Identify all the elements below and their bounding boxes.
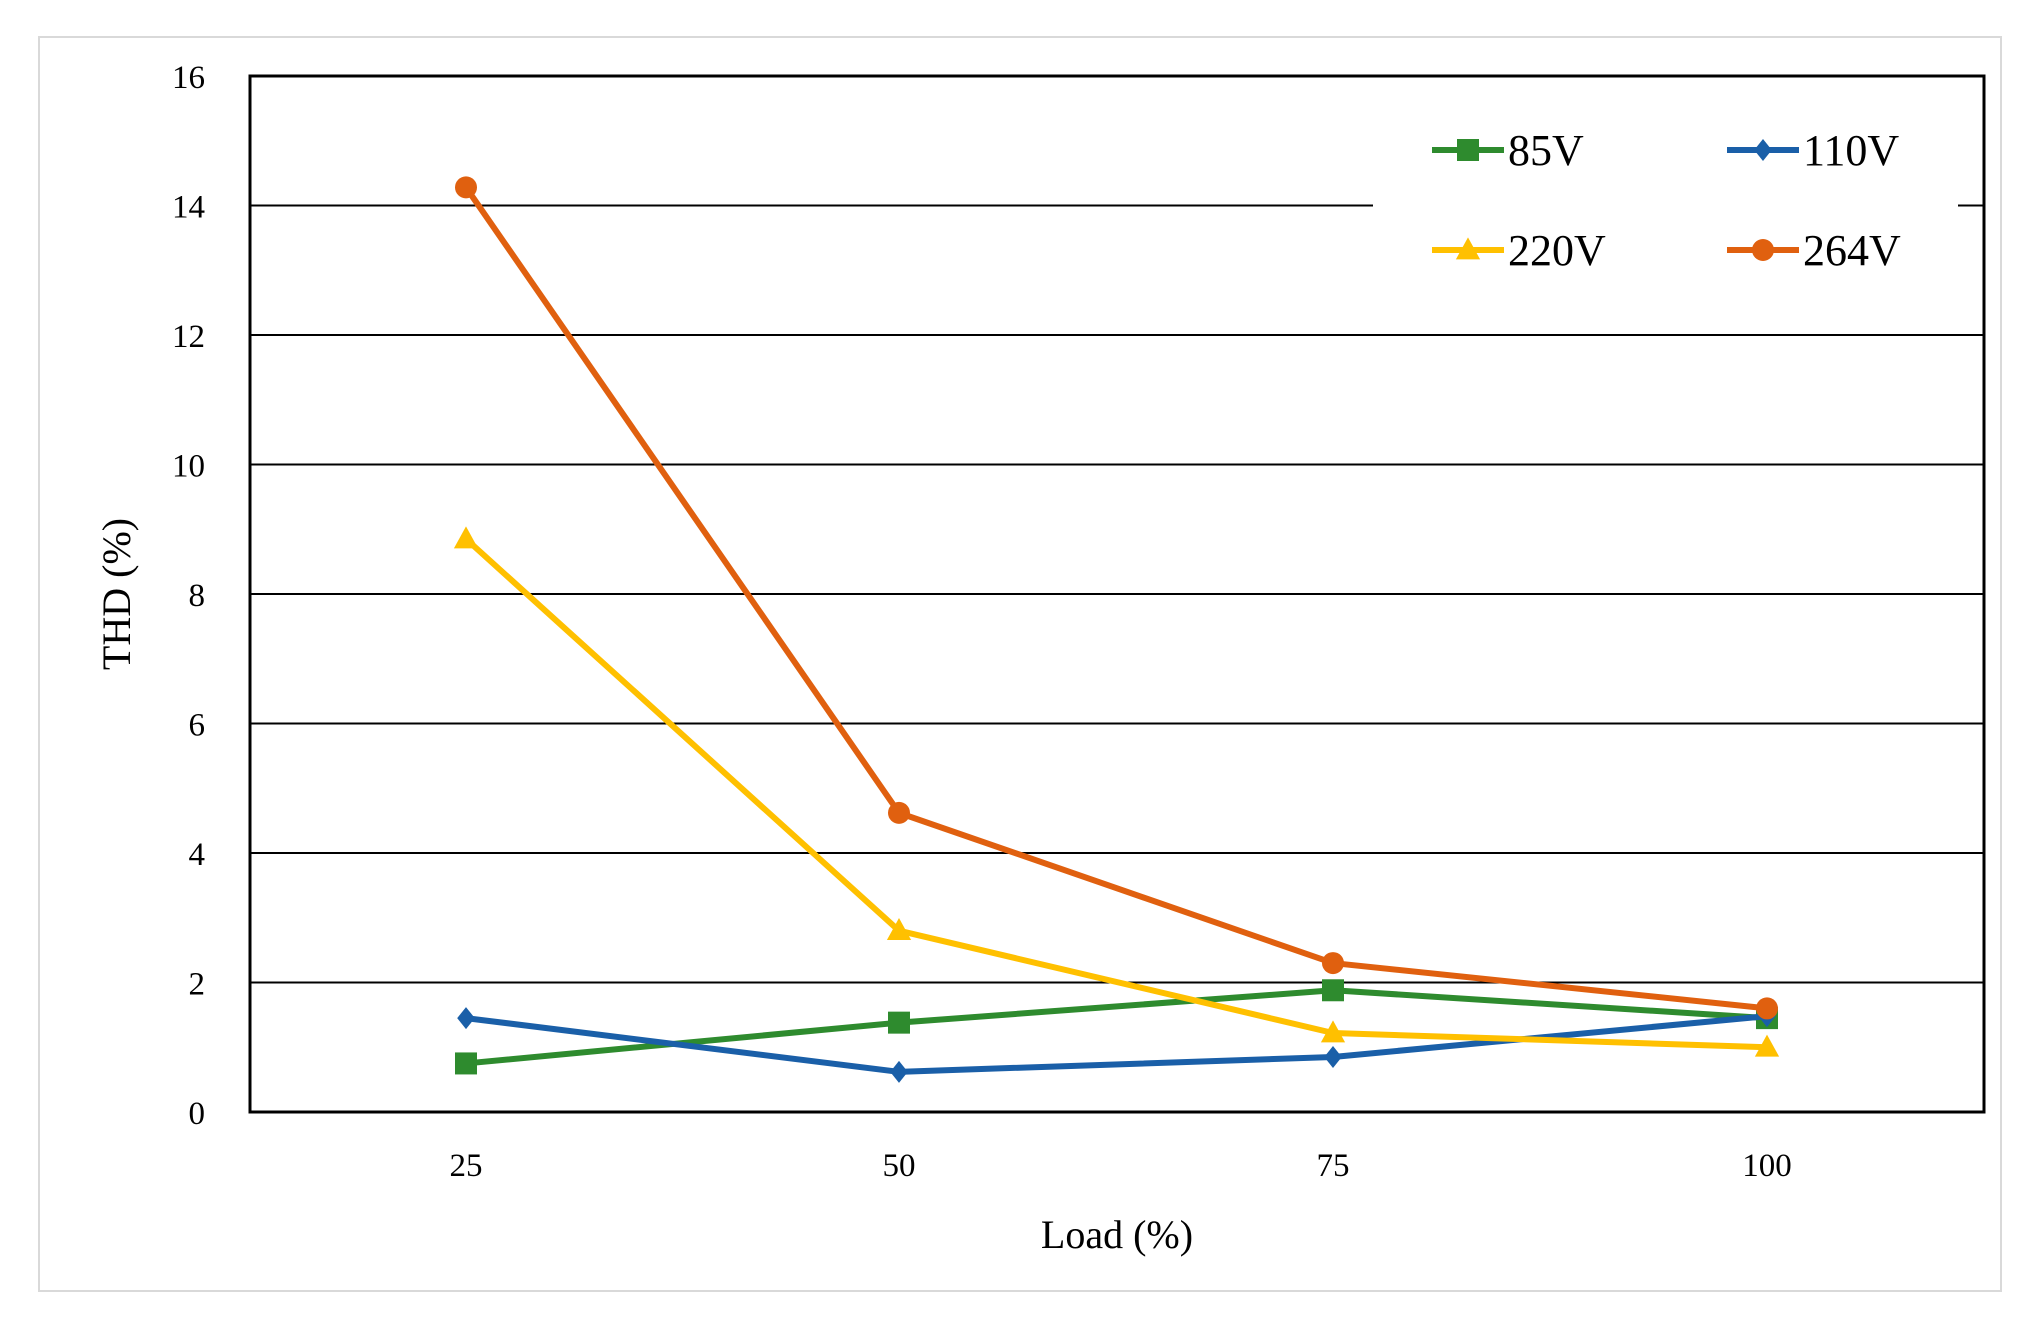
legend-marker-85V [1457,139,1479,161]
legend-entry-220V: 220V [1432,226,1606,275]
x-tick-label-100: 100 [1742,1148,1792,1184]
y-tick-label-0: 0 [189,1096,206,1132]
y-axis-title: THD (%) [94,518,139,670]
x-tick-label-25: 25 [450,1148,483,1184]
plot-area [248,74,1986,1114]
series-264V [455,176,1778,1020]
marker-220V-75 [1320,1020,1346,1043]
legend-marker-264V [1752,239,1774,261]
y-tick-label-16: 16 [172,60,205,96]
marker-110V-50 [890,1060,908,1083]
x-tick-label-75: 75 [1317,1148,1350,1184]
legend-entry-85V: 85V [1432,126,1584,175]
line-264V [463,185,1768,1012]
y-tick-label-4: 4 [189,837,206,873]
legend-marker-110V [1754,139,1772,161]
marker-85V-50 [888,1011,910,1034]
legend-entry-264V: 264V [1727,226,1901,275]
grid-lines [250,204,1984,984]
marker-264V-100 [1756,997,1778,1020]
legend: 85V 110V 220V 264V [1373,118,1958,308]
marker-85V-25 [455,1052,477,1075]
legend-label-85V: 85V [1508,126,1584,175]
series-layer [453,176,1780,1083]
legend-entry-110V: 110V [1727,126,1899,175]
series-220V [453,526,1780,1057]
x-axis-title: Load (%) [1041,1212,1193,1257]
legend-label-110V: 110V [1803,126,1899,175]
x-tick-label-50: 50 [883,1148,916,1184]
series-85V [455,979,1778,1075]
legend-marker-220V [1455,237,1481,260]
y-tick-label-6: 6 [189,708,206,744]
marker-264V-25 [455,176,477,199]
legend-label-264V: 264V [1803,226,1901,275]
line-85V [465,987,1768,1067]
y-axis-ticks: 0 2 4 6 8 10 12 14 16 [172,60,205,1132]
y-tick-label-14: 14 [172,190,205,226]
marker-110V-75 [1324,1045,1342,1068]
marker-220V-25 [453,526,479,549]
line-220V [463,536,1768,1051]
y-tick-label-2: 2 [189,967,206,1003]
marker-264V-75 [1322,952,1344,975]
marker-85V-75 [1322,979,1344,1002]
marker-110V-25 [457,1007,475,1030]
y-tick-label-8: 8 [189,578,206,614]
marker-220V-100 [1754,1034,1780,1057]
y-tick-label-10: 10 [172,449,205,485]
marker-264V-50 [888,801,910,824]
legend-label-220V: 220V [1508,226,1606,275]
x-axis-ticks: 25 50 75 100 [450,1148,1792,1184]
marker-220V-50 [886,918,912,941]
line-110V [465,1013,1768,1075]
y-tick-label-12: 12 [172,319,205,355]
